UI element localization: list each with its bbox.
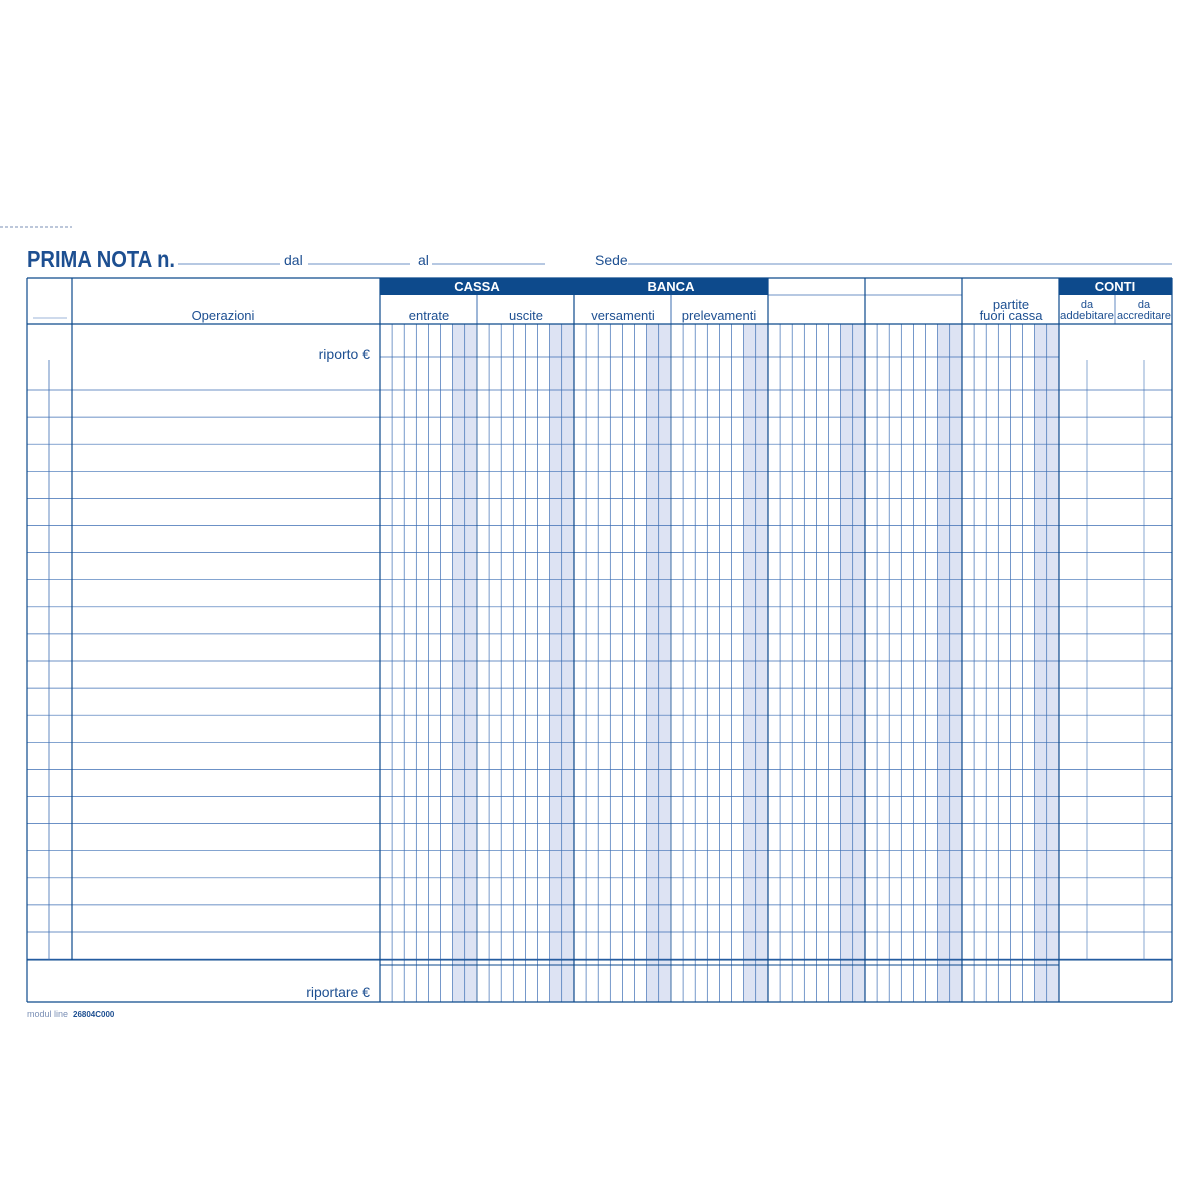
accreditare-header-1: da — [1138, 299, 1151, 311]
addebitare-header-1: da — [1081, 299, 1094, 311]
cassa-band — [380, 278, 574, 295]
operazioni-header: Operazioni — [192, 308, 255, 323]
riportare-label: riportare € — [306, 984, 370, 1000]
addebitare-header-2: addebitare — [1060, 310, 1114, 322]
sede-label: Sede — [595, 252, 628, 268]
publisher-logo: modul line — [27, 1009, 68, 1019]
conti-title: CONTI — [1095, 279, 1135, 294]
entrate-header: entrate — [409, 308, 449, 323]
cassa-title: CASSA — [454, 279, 500, 294]
conti-band — [1059, 278, 1172, 295]
banca-band — [574, 278, 768, 295]
banca-title: BANCA — [648, 279, 696, 294]
uscite-header: uscite — [509, 308, 543, 323]
dal-label: dal — [284, 252, 303, 268]
versamenti-header: versamenti — [591, 308, 655, 323]
partite-header-2: fuori cassa — [980, 308, 1044, 323]
riporto-label: riporto € — [319, 346, 371, 362]
grid-lines — [26, 277, 1173, 1003]
accreditare-header-2: accreditare — [1117, 310, 1171, 322]
prelevamenti-header: prelevamenti — [682, 308, 757, 323]
form-title: PRIMA NOTA n. — [27, 246, 175, 272]
product-code: 26804C000 — [73, 1010, 115, 1019]
partite-header-1: partite — [993, 297, 1029, 312]
al-label: al — [418, 252, 429, 268]
